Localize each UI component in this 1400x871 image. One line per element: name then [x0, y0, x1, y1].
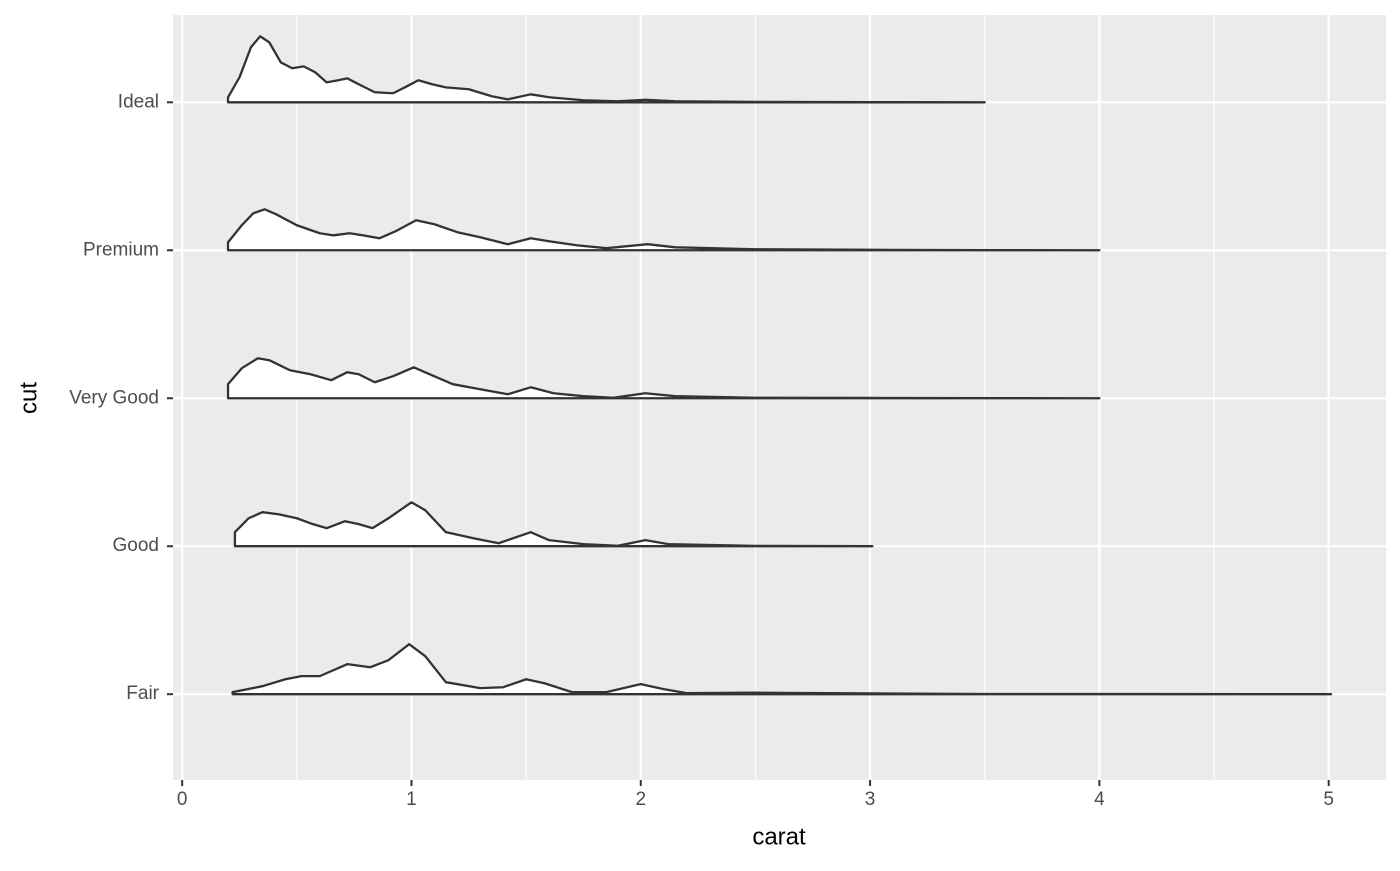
- x-tick-label: 5: [1323, 789, 1334, 810]
- ridge: [233, 501, 874, 548]
- y-tick-label: Premium: [83, 239, 159, 260]
- ridge: [231, 643, 1333, 696]
- x-tick-label: 4: [1094, 789, 1105, 810]
- y-tick-label: Fair: [126, 683, 159, 704]
- y-tick-label: Very Good: [69, 387, 159, 408]
- x-axis-title: carat: [752, 823, 806, 850]
- x-tick-label: 3: [865, 789, 876, 810]
- ridge: [226, 357, 1101, 400]
- x-tick-label: 1: [406, 789, 417, 810]
- y-axis-title: cut: [15, 382, 42, 414]
- ridge: [226, 208, 1101, 252]
- x-tick-label: 0: [177, 789, 188, 810]
- x-tick-label: 2: [635, 789, 646, 810]
- ridge: [226, 35, 986, 104]
- y-tick-label: Ideal: [118, 91, 159, 112]
- y-tick-label: Good: [113, 535, 159, 556]
